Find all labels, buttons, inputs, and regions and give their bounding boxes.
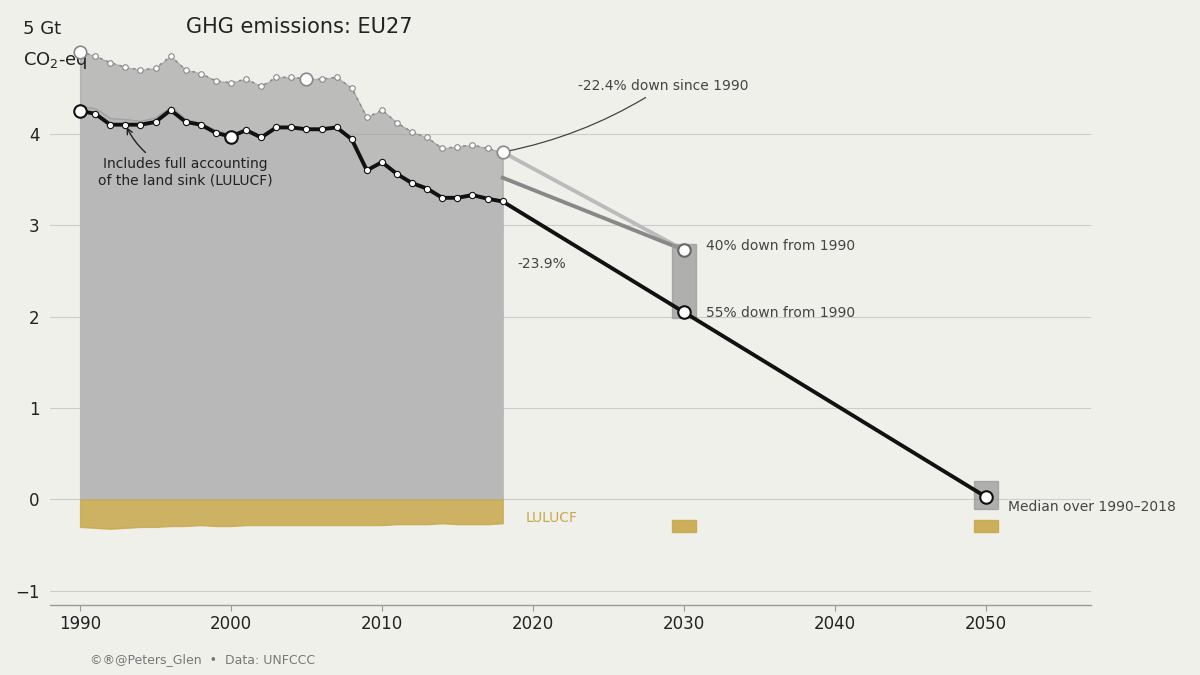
Bar: [973, 481, 997, 508]
Text: Includes full accounting
of the land sink (LULUCF): Includes full accounting of the land sin…: [98, 128, 274, 188]
Bar: [672, 520, 696, 533]
Text: GHG emissions: EU27: GHG emissions: EU27: [186, 17, 413, 37]
Text: Median over 1990–2018: Median over 1990–2018: [1008, 500, 1176, 514]
Bar: [672, 244, 696, 319]
Text: 5 Gt: 5 Gt: [23, 20, 61, 38]
Text: ©®@Peters_Glen  •  Data: UNFCCC: ©®@Peters_Glen • Data: UNFCCC: [90, 653, 316, 666]
Text: 55% down from 1990: 55% down from 1990: [707, 306, 856, 320]
Text: 40% down from 1990: 40% down from 1990: [707, 239, 856, 253]
Text: CO$_2$-eq: CO$_2$-eq: [23, 50, 88, 71]
Text: -22.4% down since 1990: -22.4% down since 1990: [505, 79, 749, 152]
Bar: [973, 520, 997, 533]
Text: -23.9%: -23.9%: [517, 256, 566, 271]
Text: LULUCF: LULUCF: [526, 511, 577, 524]
